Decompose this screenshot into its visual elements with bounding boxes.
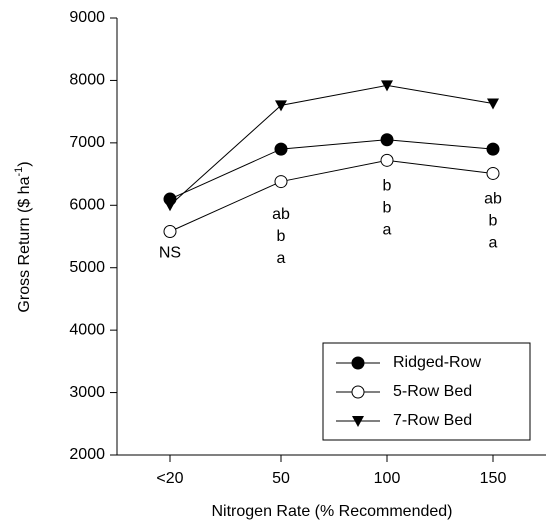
y-tick-label: 8000: [69, 72, 105, 89]
significance-letter: b: [383, 200, 392, 217]
y-tick-label: 5000: [69, 259, 105, 276]
x-axis-label: Nitrogen Rate (% Recommended): [212, 503, 453, 520]
legend-label: 5-Row Bed: [393, 383, 472, 400]
y-tick-label: 6000: [69, 197, 105, 214]
y-label-text: Gross Return ($ ha: [16, 176, 33, 312]
y-axis-label: Gross Return ($ ha-1): [13, 161, 33, 312]
legend-label: 7-Row Bed: [393, 412, 472, 429]
y-tick-label: 3000: [69, 384, 105, 401]
y-tick-label: 9000: [69, 9, 105, 26]
significance-letter: ab: [272, 206, 290, 223]
x-tick-label: <20: [156, 470, 183, 487]
marker: [487, 98, 499, 110]
significance-letter: b: [383, 178, 392, 195]
y-tick-label: 2000: [69, 446, 105, 463]
marker: [275, 100, 287, 112]
marker: [274, 142, 288, 156]
marker: [486, 166, 500, 180]
significance-letter: b: [489, 213, 498, 230]
significance-letter: b: [277, 228, 286, 245]
y-label-sup: -1: [13, 167, 25, 177]
legend-marker: [351, 356, 365, 370]
series-line: [169, 159, 494, 232]
significance-letter: a: [489, 235, 498, 252]
x-tick-label: 100: [374, 470, 401, 487]
y-tick-label: 7000: [69, 134, 105, 151]
series-line: [169, 84, 494, 206]
x-tick-label: 50: [272, 470, 290, 487]
marker: [380, 153, 394, 167]
significance-letter: ab: [484, 191, 502, 208]
legend-marker: [352, 416, 364, 427]
marker: [163, 225, 177, 239]
y-label-end: ): [16, 161, 33, 166]
significance-letter: a: [277, 250, 286, 267]
marker: [380, 133, 394, 147]
y-tick-label: 4000: [69, 321, 105, 338]
marker: [486, 142, 500, 156]
marker: [274, 175, 288, 189]
marker: [381, 80, 393, 92]
series-line: [169, 139, 494, 200]
significance-letter: NS: [159, 245, 181, 262]
legend-label: Ridged-Row: [393, 354, 481, 371]
x-tick-label: 150: [480, 470, 507, 487]
legend-marker: [351, 385, 365, 399]
significance-letter: a: [383, 222, 392, 239]
marker: [164, 200, 176, 212]
